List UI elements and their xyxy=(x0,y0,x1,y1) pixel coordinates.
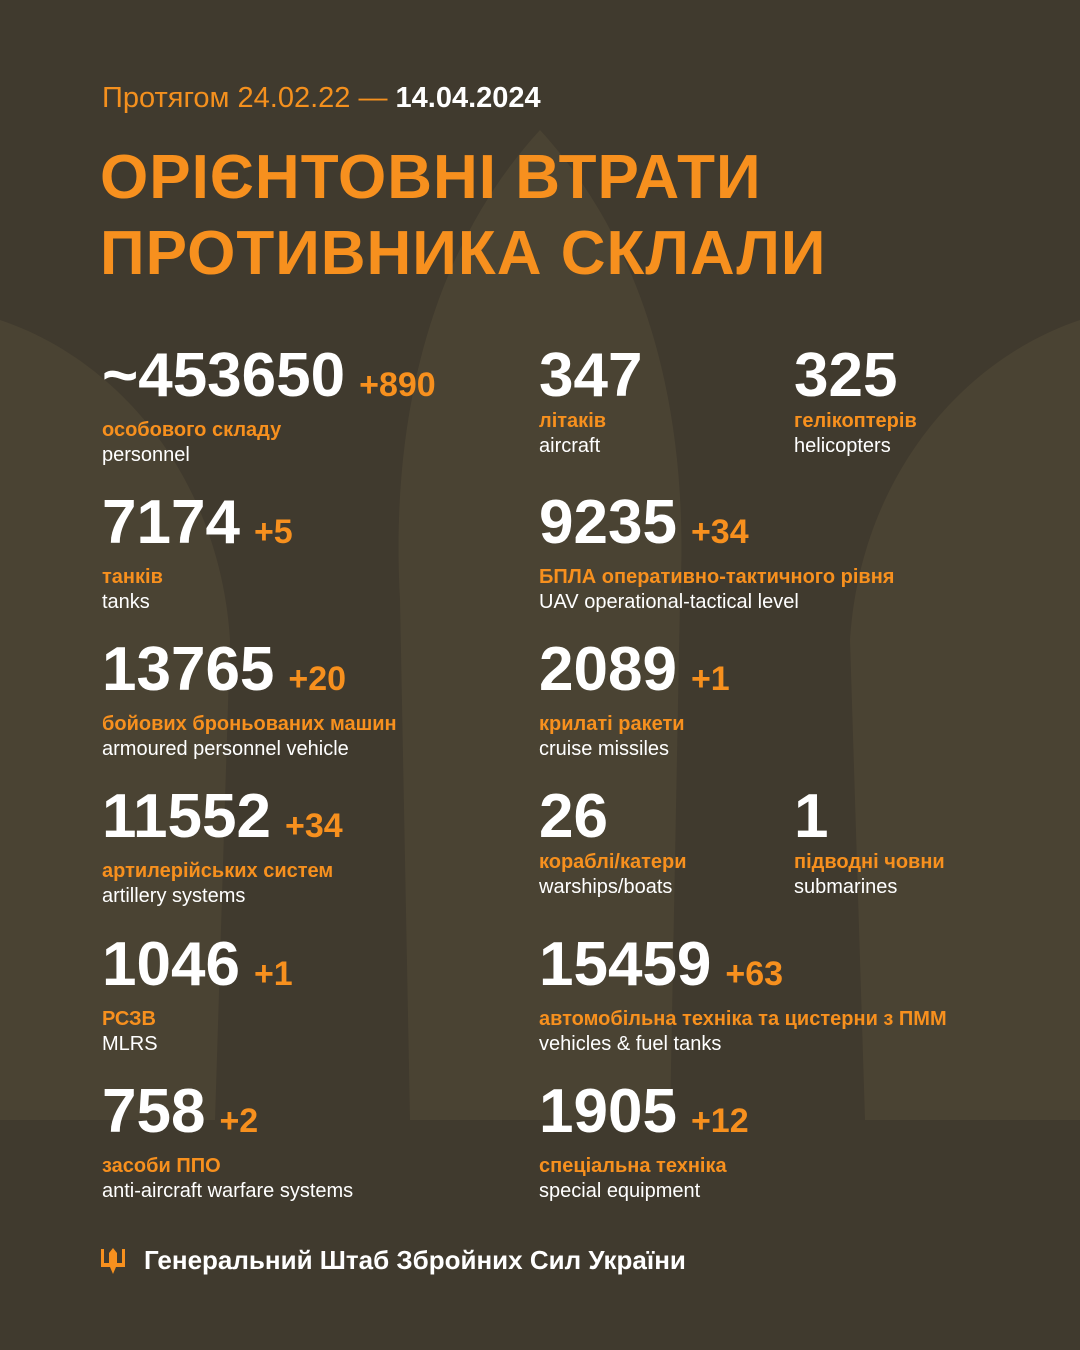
stat-item: 347 літаків aircraft xyxy=(539,345,642,459)
stat-value: 7174 xyxy=(102,488,240,557)
stat-label-en: aircraft xyxy=(539,435,601,457)
stat-label-en: helicopters xyxy=(794,435,891,457)
stat-label-en: MLRS xyxy=(102,1033,158,1055)
stat-item: 325 гелікоптерів helicopters xyxy=(794,345,917,459)
stat-delta: +5 xyxy=(253,513,293,551)
stat-label-uk: гелікоптерів xyxy=(794,410,917,432)
stat-delta: +1 xyxy=(253,955,293,993)
stat-item: 15459 +63 автомобільна техніка та цистерн… xyxy=(539,934,947,1057)
stat-value: 11552 xyxy=(102,782,271,851)
stat-label-en: special equipment xyxy=(539,1180,701,1202)
stat-item: 2089 +1 крилаті ракети cruise missiles xyxy=(539,639,730,762)
page-title: ОРІЄНТОВНІ ВТРАТИ ПРОТИВНИКА СКЛАЛИ xyxy=(100,140,826,292)
stat-item: 11552 +34 артилерійських систем artillery… xyxy=(102,786,343,909)
stat-label-uk: танків xyxy=(102,566,163,588)
stat-label-uk: крилаті ракети xyxy=(539,713,685,735)
stat-delta: +12 xyxy=(690,1102,749,1140)
stat-label-uk: особового складу xyxy=(102,419,282,441)
stat-item: 7174 +5 танків tanks xyxy=(102,492,293,615)
stat-label-uk: засоби ППО xyxy=(102,1155,221,1177)
stat-delta: +63 xyxy=(725,955,784,993)
stat-item: 1046 +1 РСЗВ MLRS xyxy=(102,934,293,1057)
stat-delta: +34 xyxy=(285,807,343,845)
period-subtitle: Протягом 24.02.22 — 14.04.2024 xyxy=(102,82,541,115)
stat-label-en: cruise missiles xyxy=(539,738,670,760)
stat-value: ~453650 xyxy=(102,341,346,410)
stat-label-en: personnel xyxy=(102,444,190,466)
stat-label-uk: літаків xyxy=(539,410,607,432)
stat-delta: +2 xyxy=(219,1102,259,1140)
stat-label-en: UAV operational-tactical level xyxy=(539,591,799,613)
stat-value: 13765 xyxy=(102,635,275,704)
stat-delta: +890 xyxy=(359,366,436,404)
footer-text: Генеральний Штаб Збройних Сил України xyxy=(144,1245,686,1275)
stat-item: 13765 +20 бойових броньованих машин armou… xyxy=(102,639,397,762)
stat-value: 1046 xyxy=(102,930,240,999)
stat-delta: +1 xyxy=(690,660,730,698)
stat-label-en: armoured personnel vehicle xyxy=(102,738,349,760)
stat-label-en: artillery systems xyxy=(102,885,246,907)
stat-label-uk: бойових броньованих машин xyxy=(102,713,397,735)
stat-label-uk: БПЛА оперативно-тактичного рівня xyxy=(539,566,895,588)
title-line-2: ПРОТИВНИКА СКЛАЛИ xyxy=(100,219,827,288)
stat-value: 26 xyxy=(539,782,608,851)
stat-delta: +34 xyxy=(690,513,749,551)
stat-value: 758 xyxy=(102,1077,206,1146)
stat-label-uk: підводні човни xyxy=(794,851,945,873)
stat-value: 1 xyxy=(794,782,829,851)
stat-item: 758 +2 засоби ППО anti-aircraft warfare s… xyxy=(102,1081,353,1204)
stat-label-en: tanks xyxy=(102,591,150,613)
stat-label-uk: автомобільна техніка та цистерни з ПММ xyxy=(539,1008,947,1030)
stat-label-en: vehicles & fuel tanks xyxy=(539,1033,722,1055)
stat-value: 2089 xyxy=(539,635,677,704)
period-date: 14.04.2024 xyxy=(395,82,541,114)
stat-label-uk: спеціальна техніка xyxy=(539,1155,727,1177)
stat-item: 1 підводні човни submarines xyxy=(794,786,945,900)
stat-label-uk: артилерійських систем xyxy=(102,860,334,882)
footer: Генеральний Штаб Збройних Сил України xyxy=(100,1245,686,1276)
stat-item: ~453650 +890 особового складу personnel xyxy=(102,345,436,468)
stat-label-en: warships/boats xyxy=(539,876,673,898)
stat-delta: +20 xyxy=(288,660,347,698)
stat-value: 9235 xyxy=(539,488,677,557)
stat-label-uk: РСЗВ xyxy=(102,1008,156,1030)
stat-item: 26 кораблі/катери warships/boats xyxy=(539,786,687,900)
title-line-1: ОРІЄНТОВНІ ВТРАТИ xyxy=(100,143,762,212)
stat-value: 347 xyxy=(539,341,643,410)
stat-value: 325 xyxy=(794,341,898,410)
trident-icon xyxy=(101,1247,125,1274)
stat-label-en: anti-aircraft warfare systems xyxy=(102,1180,354,1202)
stat-item: 1905 +12 спеціальна техніка special equip… xyxy=(539,1081,749,1204)
stat-value: 15459 xyxy=(539,930,712,999)
stat-label-uk: кораблі/катери xyxy=(539,851,687,873)
stat-value: 1905 xyxy=(539,1077,677,1146)
period-prefix: Протягом 24.02.22 — xyxy=(102,82,388,114)
stat-label-en: submarines xyxy=(794,876,898,898)
stat-item: 9235 +34 БПЛА оперативно-тактичного рівня… xyxy=(539,492,894,615)
